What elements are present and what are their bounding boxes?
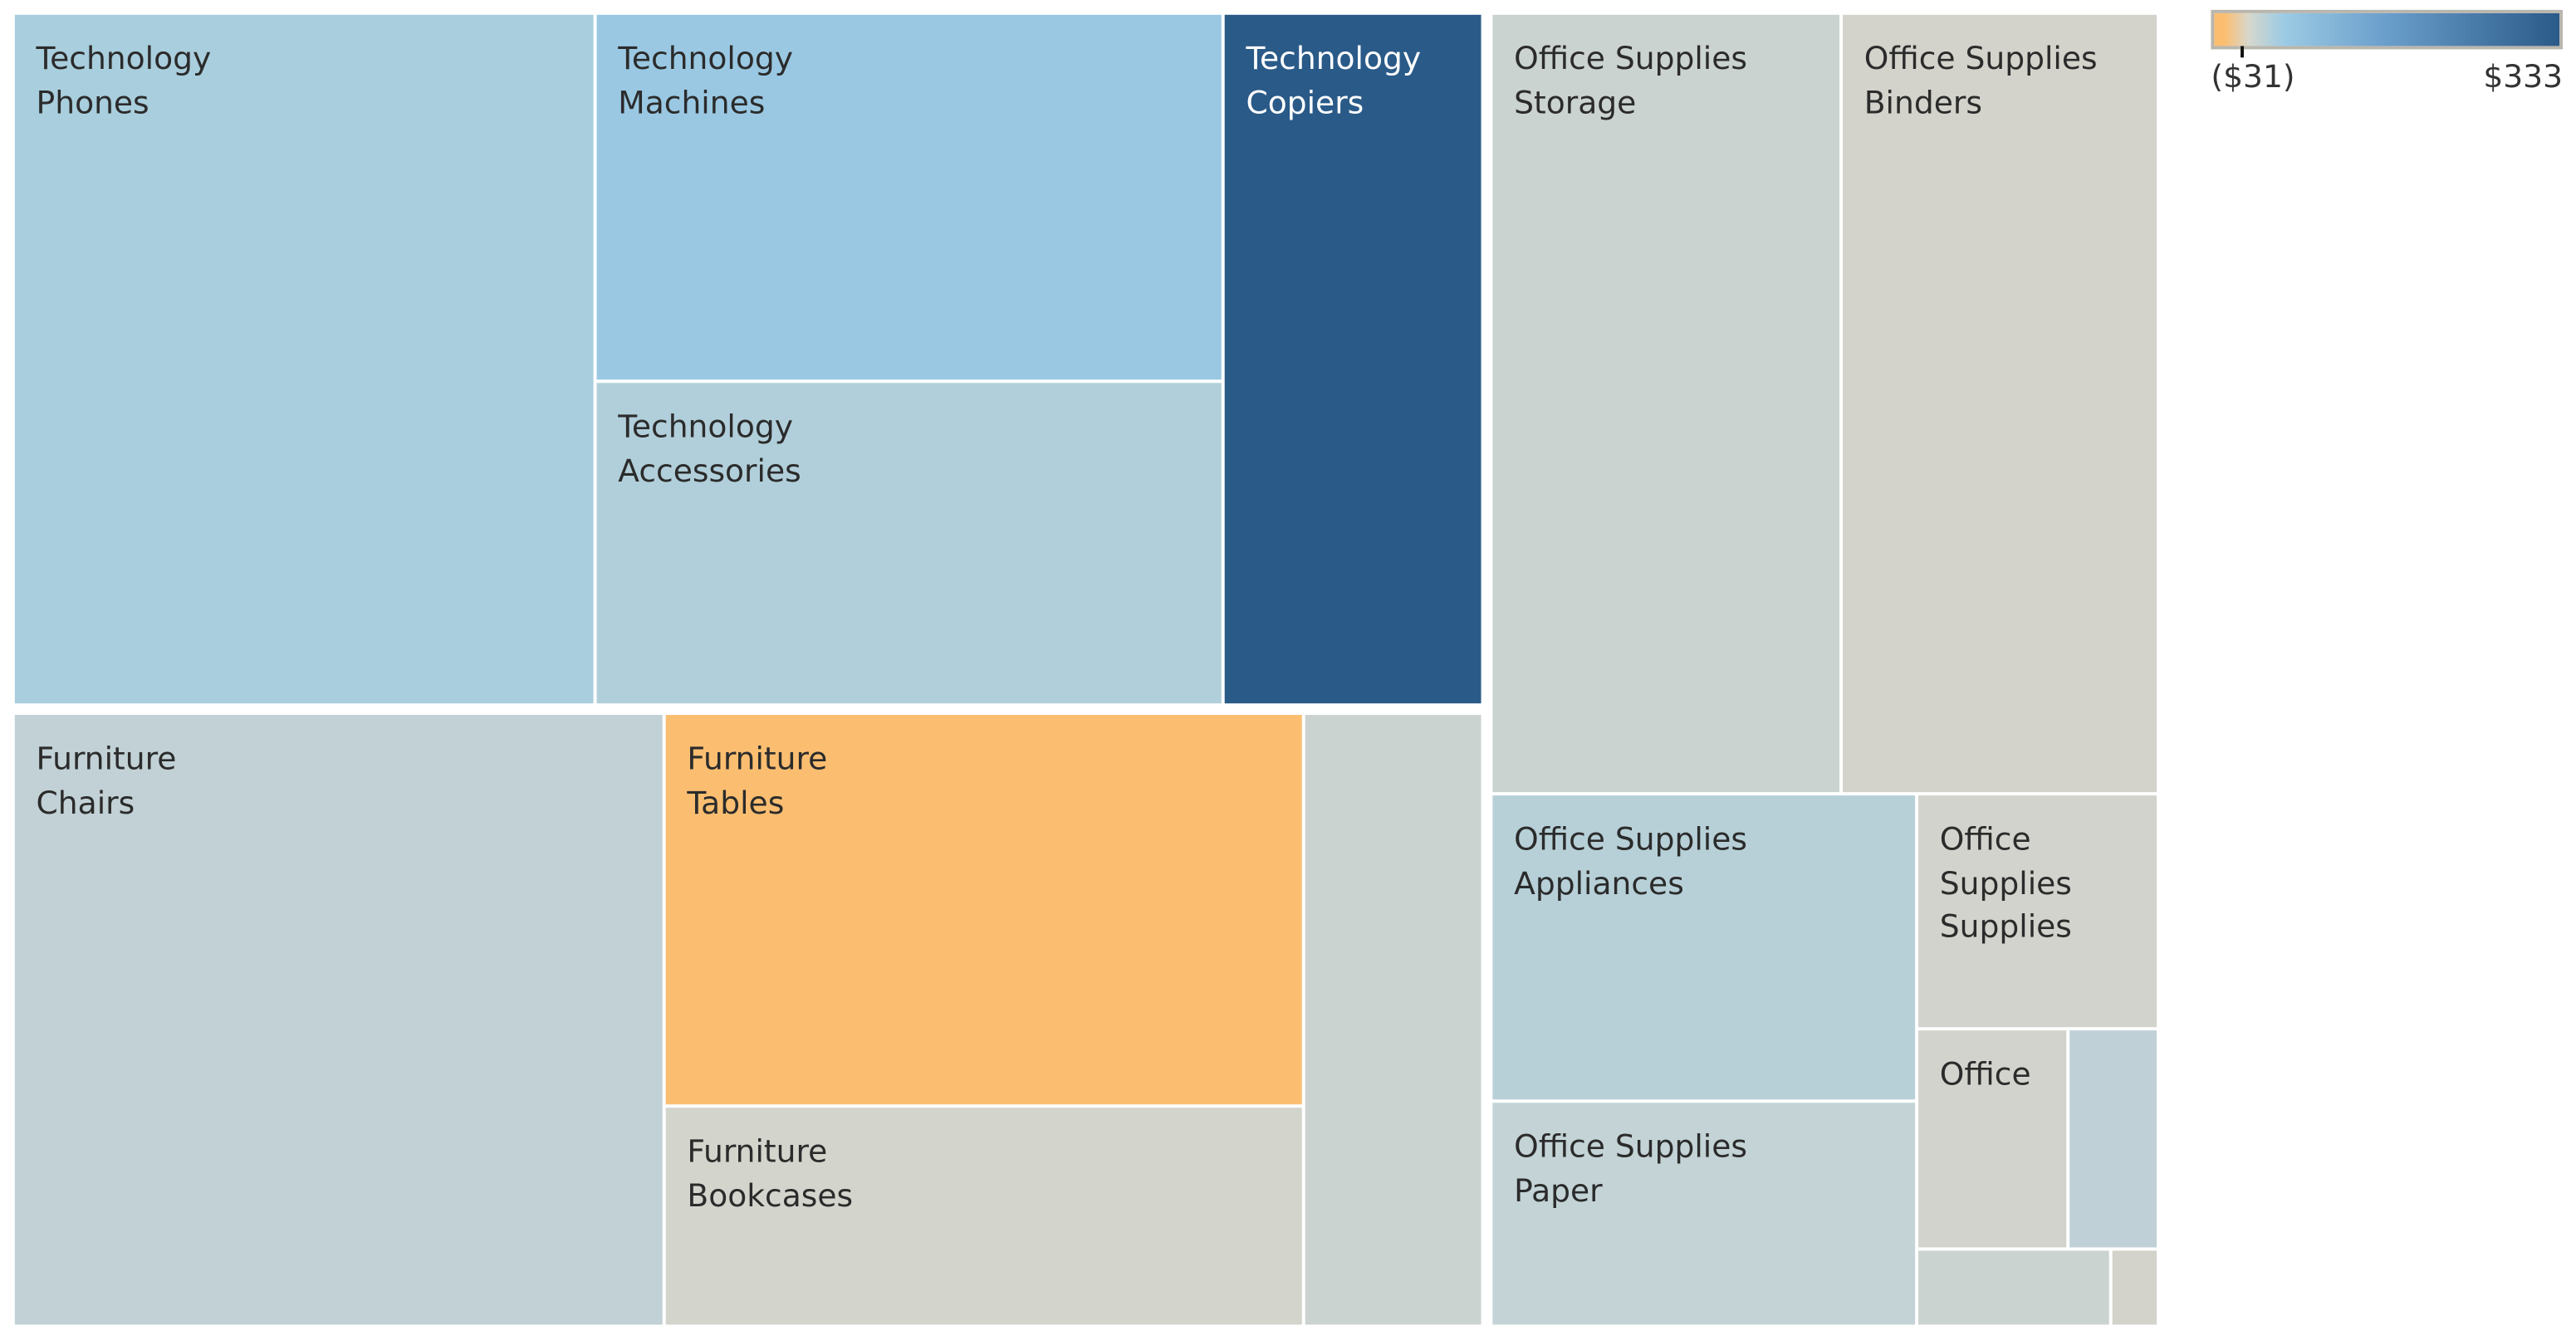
label-line: Supplies — [1939, 908, 2072, 946]
treemap-cell-label: Office — [1940, 1054, 2031, 1097]
treemap-cell-office-supplies-storage[interactable]: Office Supplies Storage — [1492, 14, 1840, 793]
label-line: Copiers — [1246, 84, 1364, 121]
treemap-cell-label: Furniture Chairs — [37, 738, 177, 825]
label-line: Paper — [1514, 1172, 1603, 1209]
treemap-cell-label: Furniture Bookcases — [687, 1131, 853, 1218]
treemap-cell-label: Office Supplies Storage — [1514, 38, 1747, 125]
color-legend-max-label: $333 — [2483, 59, 2564, 95]
treemap-cell-label: Technology Machines — [618, 38, 793, 125]
label-line: Bookcases — [687, 1177, 854, 1214]
label-line: Technology — [36, 41, 212, 78]
treemap-cell-office-supplies-item-16[interactable] — [2112, 1250, 2157, 1325]
treemap-cell-technology-machines[interactable]: Technology Machines — [596, 14, 1222, 380]
label-line: Appliances — [1514, 865, 1684, 902]
treemap-cell-office-supplies-item-14[interactable] — [2069, 1030, 2157, 1248]
label-line: Furniture — [687, 1133, 828, 1171]
label-line: Furniture — [36, 741, 177, 778]
label-line: Technology — [618, 408, 793, 446]
color-legend-min-label: ($31) — [2211, 59, 2295, 95]
color-legend-zero-tick — [2241, 46, 2245, 58]
label-line: Office — [1939, 1056, 2031, 1093]
treemap-cell-technology-copiers[interactable]: Technology Copiers — [1224, 14, 1481, 704]
label-line: Office Supplies — [1514, 41, 1747, 78]
label-line: Tables — [687, 785, 785, 821]
treemap-cell-furniture-tables[interactable]: Furniture Tables — [665, 715, 1302, 1105]
label-line: Chairs — [36, 785, 135, 821]
color-legend-gradient — [2211, 9, 2564, 50]
label-line: Office Supplies — [1863, 41, 2098, 78]
label-line: Furniture — [687, 741, 828, 778]
label-line: Office — [1939, 821, 2031, 858]
label-line: Storage — [1514, 84, 1637, 121]
label-line: Technology — [1246, 41, 1422, 78]
label-line: Accessories — [618, 452, 801, 489]
treemap-cell-furniture-bookcases[interactable]: Furniture Bookcases — [665, 1108, 1302, 1325]
treemap-cell-furniture-item-7[interactable] — [1305, 715, 1481, 1325]
label-line: Supplies — [1939, 865, 2072, 902]
treemap-cell-label: Technology Copiers — [1246, 38, 1421, 125]
treemap-cell-label: Technology Phones — [37, 38, 212, 125]
treemap-cell-furniture-chairs[interactable]: Furniture Chairs — [14, 715, 663, 1325]
label-line: Office Supplies — [1514, 821, 1747, 858]
treemap-cell-label: Office Supplies Binders — [1864, 38, 2098, 125]
treemap-cell-label: Furniture Tables — [687, 738, 827, 825]
treemap-cell-office-supplies-binders[interactable]: Office Supplies Binders — [1843, 14, 2157, 793]
label-line: Office Supplies — [1514, 1128, 1747, 1166]
label-line: Phones — [36, 84, 149, 121]
treemap-cell-office-supplies-supplies[interactable]: Office Supplies Supplies — [1918, 795, 2157, 1028]
label-line: Binders — [1863, 84, 1982, 121]
treemap-cell-office-supplies-item-15[interactable] — [1918, 1250, 2109, 1325]
treemap-cell-office-supplies-paper[interactable]: Office Supplies Paper — [1492, 1103, 1916, 1325]
treemap-cell-label: Office Supplies Supplies — [1940, 819, 2072, 949]
treemap-cell-label: Technology Accessories — [618, 406, 801, 493]
treemap-cell-office-supplies-item-13[interactable]: Office — [1918, 1030, 2067, 1248]
label-line: Technology — [618, 41, 793, 78]
treemap-cell-technology-phones[interactable]: Technology Phones — [14, 14, 594, 704]
treemap-cell-label: Office Supplies Appliances — [1514, 819, 1747, 906]
label-line: Machines — [618, 84, 766, 121]
treemap-cell-technology-accessories[interactable]: Technology Accessories — [596, 383, 1222, 704]
treemap-cell-office-supplies-appliances[interactable]: Office Supplies Appliances — [1492, 795, 1916, 1100]
treemap-cell-label: Office Supplies Paper — [1514, 1126, 1747, 1213]
